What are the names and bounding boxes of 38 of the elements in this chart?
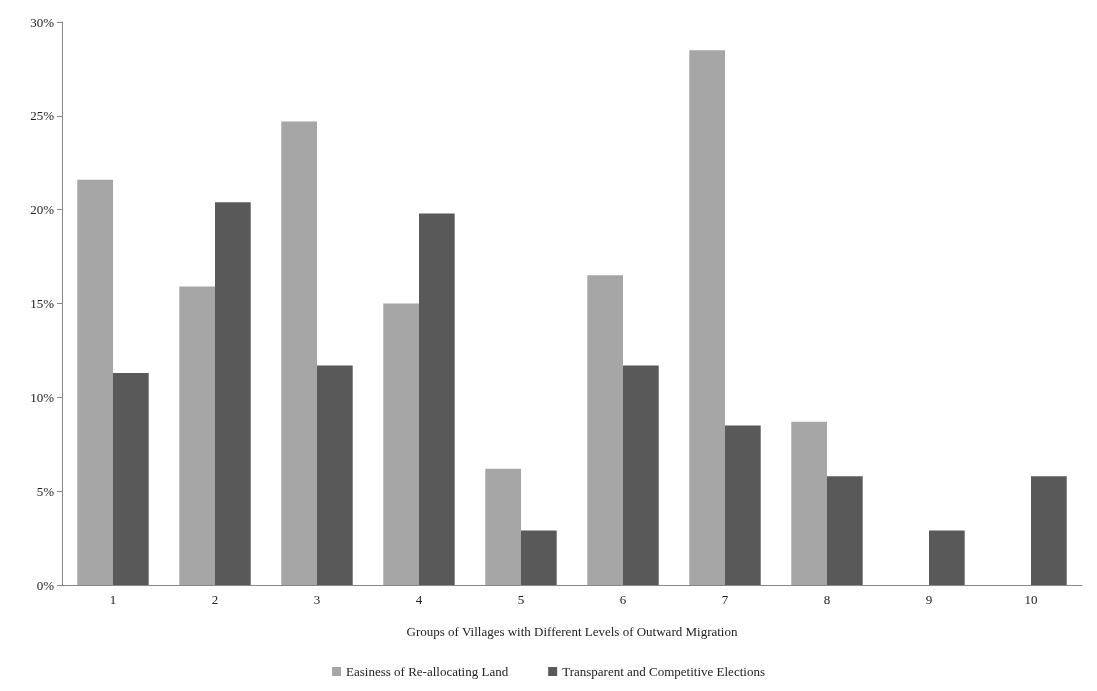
x-tick-label: 1: [109, 592, 117, 607]
x-tick-label: 10: [1024, 592, 1038, 607]
bar: [623, 365, 659, 585]
y-tick-label: 20%: [30, 202, 55, 218]
x-tick-label: 2: [211, 592, 219, 607]
x-tick-label: 6: [619, 592, 627, 607]
bar: [587, 275, 623, 585]
bar: [317, 365, 353, 585]
bar: [113, 372, 149, 585]
bar: [725, 425, 761, 585]
y-tick-label: 5%: [36, 483, 55, 499]
bar: [215, 202, 251, 585]
bar: [521, 530, 557, 585]
legend-label: Transparent and Competitive Elections: [562, 664, 765, 679]
x-tick-label: 5: [517, 592, 525, 607]
bar: [419, 213, 455, 585]
y-tick-label: 0%: [36, 577, 55, 593]
bar: [1031, 476, 1067, 585]
y-tick-label: 30%: [30, 14, 55, 30]
bar: [77, 179, 113, 585]
y-tick-label: 10%: [30, 389, 55, 405]
bar: [689, 50, 725, 585]
x-axis-title: Groups of Villages with Different Levels of Outward Migration: [406, 624, 738, 639]
y-tick-label: 15%: [30, 296, 55, 311]
x-tick-label: 3: [313, 592, 321, 607]
bar: [383, 303, 419, 585]
bar: [281, 121, 317, 585]
bar: [485, 468, 521, 585]
bar: [791, 421, 827, 585]
bar: [929, 530, 965, 585]
y-tick-label: 25%: [30, 108, 55, 124]
bar: [179, 286, 215, 585]
bar: [827, 476, 863, 585]
legend-label: Easiness of Re-allocating Land: [346, 664, 509, 679]
x-tick-label: 9: [925, 592, 933, 607]
x-tick-label: 7: [721, 592, 729, 607]
x-tick-label: 8: [823, 592, 831, 607]
x-tick-label: 4: [415, 592, 423, 607]
